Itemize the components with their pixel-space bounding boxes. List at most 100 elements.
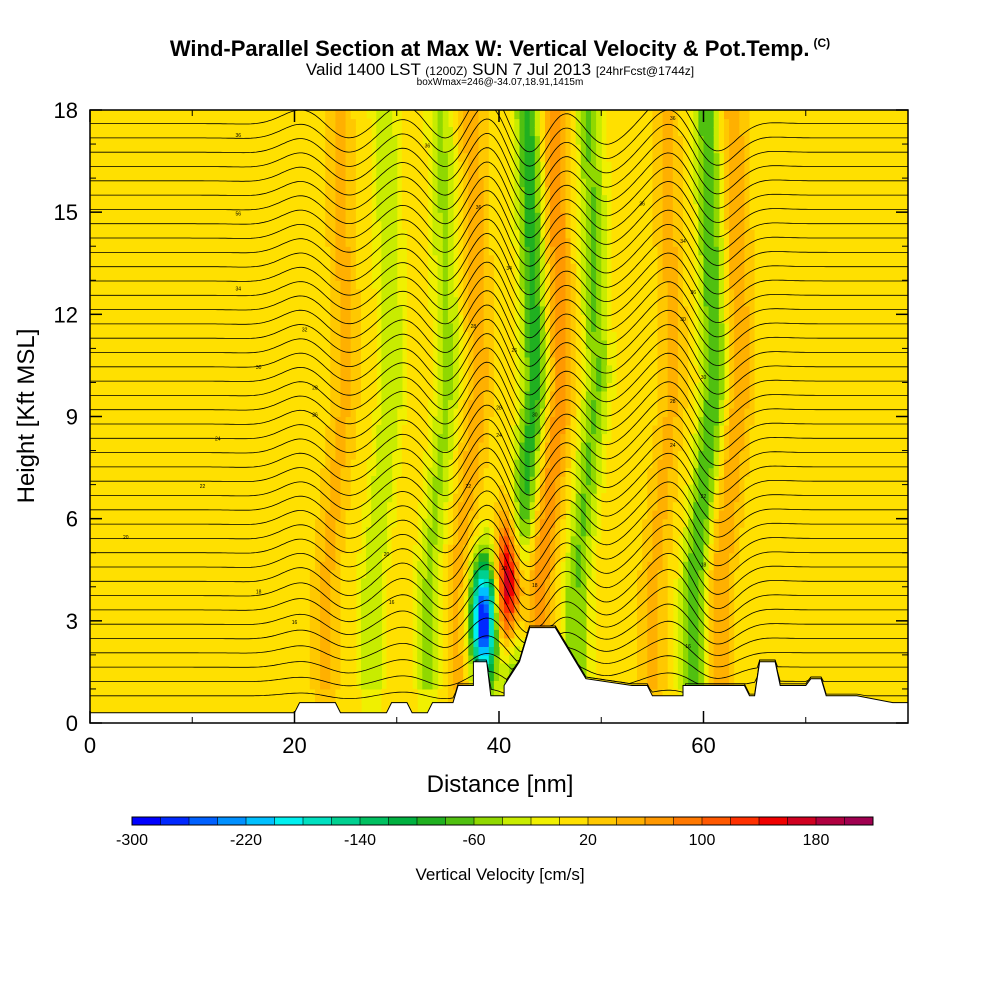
- velocity-cell: [417, 203, 423, 213]
- velocity-cell: [141, 212, 147, 222]
- velocity-cell: [391, 442, 398, 452]
- velocity-cell: [182, 271, 188, 281]
- velocity-cell: [253, 297, 260, 307]
- velocity-cell: [258, 680, 265, 690]
- velocity-cell: [110, 620, 117, 630]
- velocity-cell: [156, 127, 163, 137]
- velocity-cell: [166, 110, 173, 120]
- velocity-cell: [350, 280, 357, 290]
- velocity-cell: [345, 280, 352, 290]
- velocity-cell: [447, 688, 454, 698]
- velocity-cell: [151, 305, 157, 315]
- velocity-cell: [146, 654, 152, 664]
- velocity-cell: [412, 331, 418, 341]
- velocity-cell: [243, 144, 250, 154]
- velocity-cell: [161, 135, 168, 145]
- velocity-cell: [468, 493, 474, 503]
- velocity-cell: [110, 476, 117, 486]
- velocity-cell: [161, 161, 168, 171]
- velocity-cell: [253, 229, 260, 239]
- velocity-cell: [146, 237, 152, 247]
- velocity-cell: [90, 178, 96, 188]
- velocity-cell: [447, 518, 454, 528]
- velocity-cell: [386, 586, 393, 596]
- velocity-cell: [325, 110, 331, 120]
- velocity-cell: [284, 356, 290, 366]
- velocity-cell: [263, 561, 270, 571]
- velocity-cell: [458, 254, 464, 264]
- velocity-cell: [95, 442, 101, 452]
- velocity-cell: [335, 484, 342, 494]
- velocity-cell: [176, 297, 183, 307]
- velocity-cell: [350, 195, 357, 205]
- velocity-cell: [350, 544, 357, 554]
- velocity-cell: [381, 297, 388, 307]
- velocity-cell: [299, 331, 306, 341]
- velocity-cell: [151, 348, 157, 358]
- velocity-cell: [171, 169, 178, 179]
- velocity-cell: [212, 229, 219, 239]
- velocity-cell: [315, 305, 321, 315]
- velocity-cell: [258, 586, 265, 596]
- velocity-cell: [233, 450, 239, 460]
- velocity-cell: [141, 518, 147, 528]
- velocity-cell: [151, 459, 157, 469]
- velocity-cell: [268, 382, 275, 392]
- velocity-cell: [274, 271, 280, 281]
- velocity-cell: [233, 408, 239, 418]
- velocity-cell: [120, 118, 127, 128]
- velocity-cell: [197, 595, 204, 605]
- velocity-cell: [105, 254, 111, 264]
- velocity-cell: [125, 237, 132, 247]
- velocity-cell: [381, 195, 388, 205]
- velocity-cell: [315, 501, 321, 511]
- velocity-cell: [187, 442, 193, 452]
- velocity-cell: [197, 663, 204, 673]
- velocity-cell: [325, 569, 331, 579]
- velocity-cell: [182, 629, 188, 639]
- velocity-cell: [345, 654, 352, 664]
- velocity-cell: [335, 314, 342, 324]
- velocity-cell: [447, 271, 454, 281]
- velocity-cell: [207, 663, 214, 673]
- velocity-cell: [366, 178, 372, 188]
- velocity-cell: [427, 348, 434, 358]
- velocity-cell: [136, 510, 142, 520]
- velocity-cell: [274, 527, 280, 537]
- velocity-cell: [192, 518, 198, 528]
- velocity-cell: [95, 510, 101, 520]
- velocity-cell: [258, 229, 265, 239]
- velocity-cell: [166, 254, 173, 264]
- velocity-cell: [233, 254, 239, 264]
- velocity-cell: [120, 578, 127, 588]
- velocity-cell: [320, 535, 326, 545]
- velocity-cell: [258, 544, 265, 554]
- velocity-cell: [340, 186, 347, 196]
- velocity-cell: [396, 603, 403, 613]
- velocity-cell: [274, 586, 280, 596]
- velocity-cell: [289, 484, 296, 494]
- velocity-cell: [412, 110, 418, 120]
- velocity-cell: [176, 127, 183, 137]
- velocity-cell: [350, 416, 357, 426]
- velocity-cell: [105, 365, 111, 375]
- velocity-cell: [289, 510, 296, 520]
- velocity-cell: [130, 178, 137, 188]
- velocity-cell: [151, 365, 157, 375]
- velocity-cell: [299, 442, 306, 452]
- velocity-cell: [263, 408, 270, 418]
- velocity-cell: [463, 527, 469, 537]
- velocity-cell: [202, 561, 209, 571]
- velocity-cell: [105, 297, 111, 307]
- velocity-cell: [284, 305, 290, 315]
- velocity-cell: [330, 561, 336, 571]
- velocity-cell: [253, 450, 260, 460]
- velocity-cell: [279, 212, 285, 222]
- velocity-cell: [340, 671, 347, 681]
- velocity-cell: [299, 527, 306, 537]
- velocity-cell: [335, 654, 342, 664]
- velocity-cell: [345, 671, 352, 681]
- velocity-cell: [432, 629, 439, 639]
- velocity-cell: [279, 561, 285, 571]
- velocity-cell: [315, 152, 321, 162]
